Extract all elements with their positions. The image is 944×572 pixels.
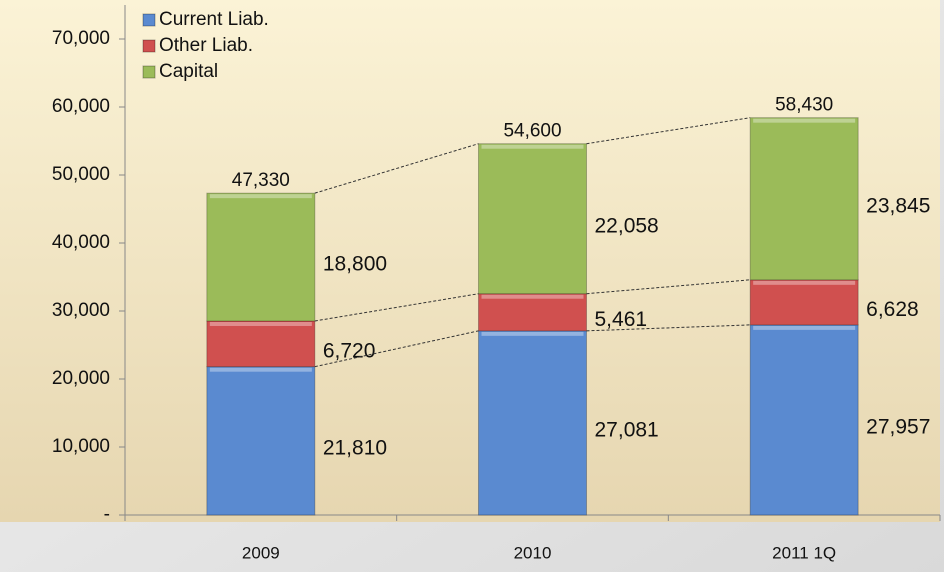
x-tick-label: 2010 <box>514 543 552 562</box>
bar-highlight <box>209 367 312 372</box>
total-label: 47,330 <box>232 170 290 191</box>
bar-segment <box>206 192 316 322</box>
connector <box>314 330 479 368</box>
bar-segment <box>478 330 587 516</box>
legend-label: Other Liab. <box>159 35 253 56</box>
bar-segment <box>749 324 859 516</box>
bar-highlight <box>481 331 584 336</box>
bar-highlight <box>753 325 856 330</box>
legend-swatch <box>142 13 156 27</box>
connector <box>314 293 479 322</box>
bar-highlight <box>209 194 312 199</box>
value-label: 6,628 <box>866 298 919 321</box>
bar-segment <box>749 117 859 281</box>
total-label: 54,600 <box>503 121 561 142</box>
bar-highlight <box>481 144 584 149</box>
bar-segment <box>749 279 859 326</box>
total-label: 58,430 <box>775 95 833 116</box>
value-label: 21,810 <box>323 436 387 459</box>
bar-highlight <box>753 280 856 285</box>
value-label: 23,845 <box>866 194 930 217</box>
value-label: 18,800 <box>323 253 387 276</box>
x-tick-label: 2011 1Q <box>772 543 836 562</box>
y-tick-label: 40,000 <box>52 232 110 253</box>
y-tick-label: - <box>104 504 110 525</box>
value-label: 27,957 <box>866 415 930 438</box>
value-label: 27,081 <box>595 418 659 441</box>
bar-highlight <box>481 294 584 299</box>
connector <box>314 143 479 194</box>
bar-highlight <box>209 321 312 326</box>
y-tick-label: 30,000 <box>52 300 110 321</box>
value-label: 22,058 <box>595 214 659 237</box>
bar-segment <box>206 320 316 368</box>
value-label: 5,461 <box>595 308 648 331</box>
x-tick-label: 2009 <box>242 543 280 562</box>
connector <box>586 324 751 332</box>
value-label: 6,720 <box>323 339 376 362</box>
y-tick-label: 50,000 <box>52 164 110 185</box>
y-tick-label: 20,000 <box>52 368 110 389</box>
y-tick-label: 70,000 <box>52 28 110 49</box>
legend-swatch <box>142 65 156 79</box>
connector <box>586 279 751 295</box>
bar-segment <box>478 293 587 332</box>
bar-segment <box>206 366 316 516</box>
y-tick-label: 60,000 <box>52 96 110 117</box>
legend-label: Current Liab. <box>159 9 269 30</box>
connector <box>586 117 751 145</box>
y-tick-label: 10,000 <box>52 436 110 457</box>
legend-label: Capital <box>159 61 218 82</box>
bar-highlight <box>753 118 856 123</box>
bar-segment <box>478 143 587 295</box>
legend-swatch <box>142 39 156 53</box>
